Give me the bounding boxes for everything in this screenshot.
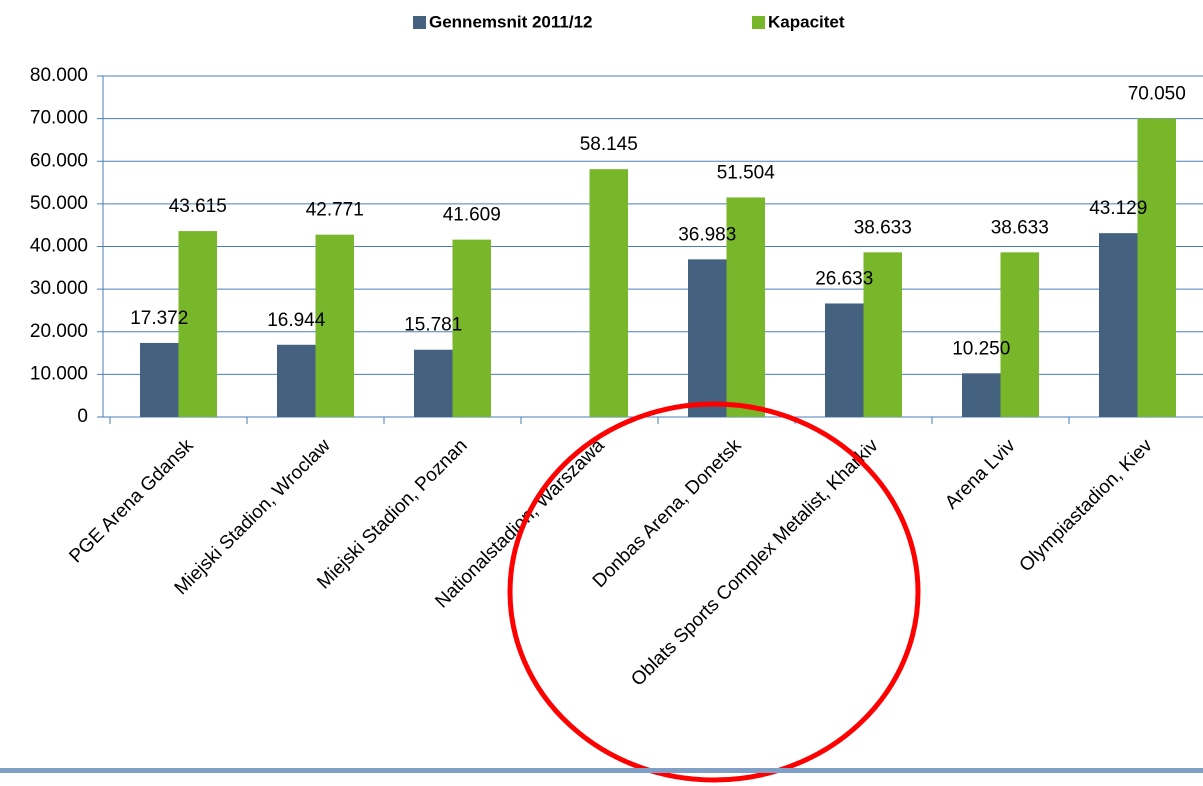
x-tick-label: Miejski Stadion, Wroclaw	[171, 435, 335, 599]
bars	[140, 118, 1176, 418]
annotation-circle	[507, 401, 921, 783]
y-tick-label: 50.000	[30, 193, 88, 214]
bar	[1137, 118, 1176, 418]
y-tick-label: 60.000	[30, 150, 88, 171]
legend-entry: Gennemsnit 2011/12	[429, 12, 592, 31]
y-tick-label: 30.000	[30, 278, 88, 299]
bar	[863, 252, 902, 417]
x-tick-label: Oblats Sports Complex Metalist, Kharkiv	[627, 435, 883, 691]
data-label: 42.771	[306, 200, 364, 221]
y-tick-label: 20.000	[30, 321, 88, 342]
bar	[414, 349, 453, 417]
data-label: 51.504	[717, 162, 776, 183]
data-label: 17.372	[130, 308, 188, 329]
x-tick-label: Donbas Arena, Donetsk	[589, 435, 746, 592]
bar	[726, 197, 765, 417]
bar	[315, 234, 354, 417]
y-tick-label: 80.000	[30, 65, 88, 86]
bar	[1099, 233, 1138, 417]
x-tick-label: Miejski Stadion, Poznan	[313, 435, 471, 593]
data-label: 15.781	[404, 315, 462, 336]
bar	[688, 259, 727, 417]
legend-swatch	[752, 16, 765, 29]
data-label: 58.145	[580, 134, 638, 155]
y-tick-label: 0	[77, 406, 88, 427]
y-tick-label: 40.000	[30, 236, 88, 257]
bar	[140, 342, 179, 417]
bar	[1000, 252, 1039, 417]
data-label: 43.615	[169, 196, 227, 217]
data-label: 70.050	[1128, 83, 1186, 104]
bar	[277, 344, 316, 417]
bar	[962, 373, 1001, 417]
data-label: 41.609	[443, 205, 501, 226]
bottom-rule	[0, 768, 1203, 773]
legend-swatch	[413, 16, 426, 29]
bar	[452, 239, 491, 417]
data-label: 43.129	[1089, 198, 1147, 219]
x-tick-label: PGE Arena Gdansk	[65, 435, 197, 567]
data-label: 36.983	[678, 224, 736, 245]
bar	[825, 303, 864, 417]
y-tick-label: 10.000	[30, 363, 88, 384]
y-tick-label: 70.000	[30, 108, 88, 129]
data-label: 38.633	[854, 217, 912, 238]
data-label: 10.250	[952, 338, 1010, 359]
data-label: 16.944	[267, 310, 326, 331]
x-tick-label: Olympiastadion, Kiev	[1016, 435, 1157, 576]
legend-entry: Kapacitet	[768, 12, 845, 31]
bar	[589, 169, 628, 417]
data-label: 38.633	[991, 217, 1049, 238]
bar	[178, 231, 217, 417]
x-tick-label: Arena Lviv	[941, 435, 1020, 514]
data-label: 26.633	[815, 268, 873, 289]
